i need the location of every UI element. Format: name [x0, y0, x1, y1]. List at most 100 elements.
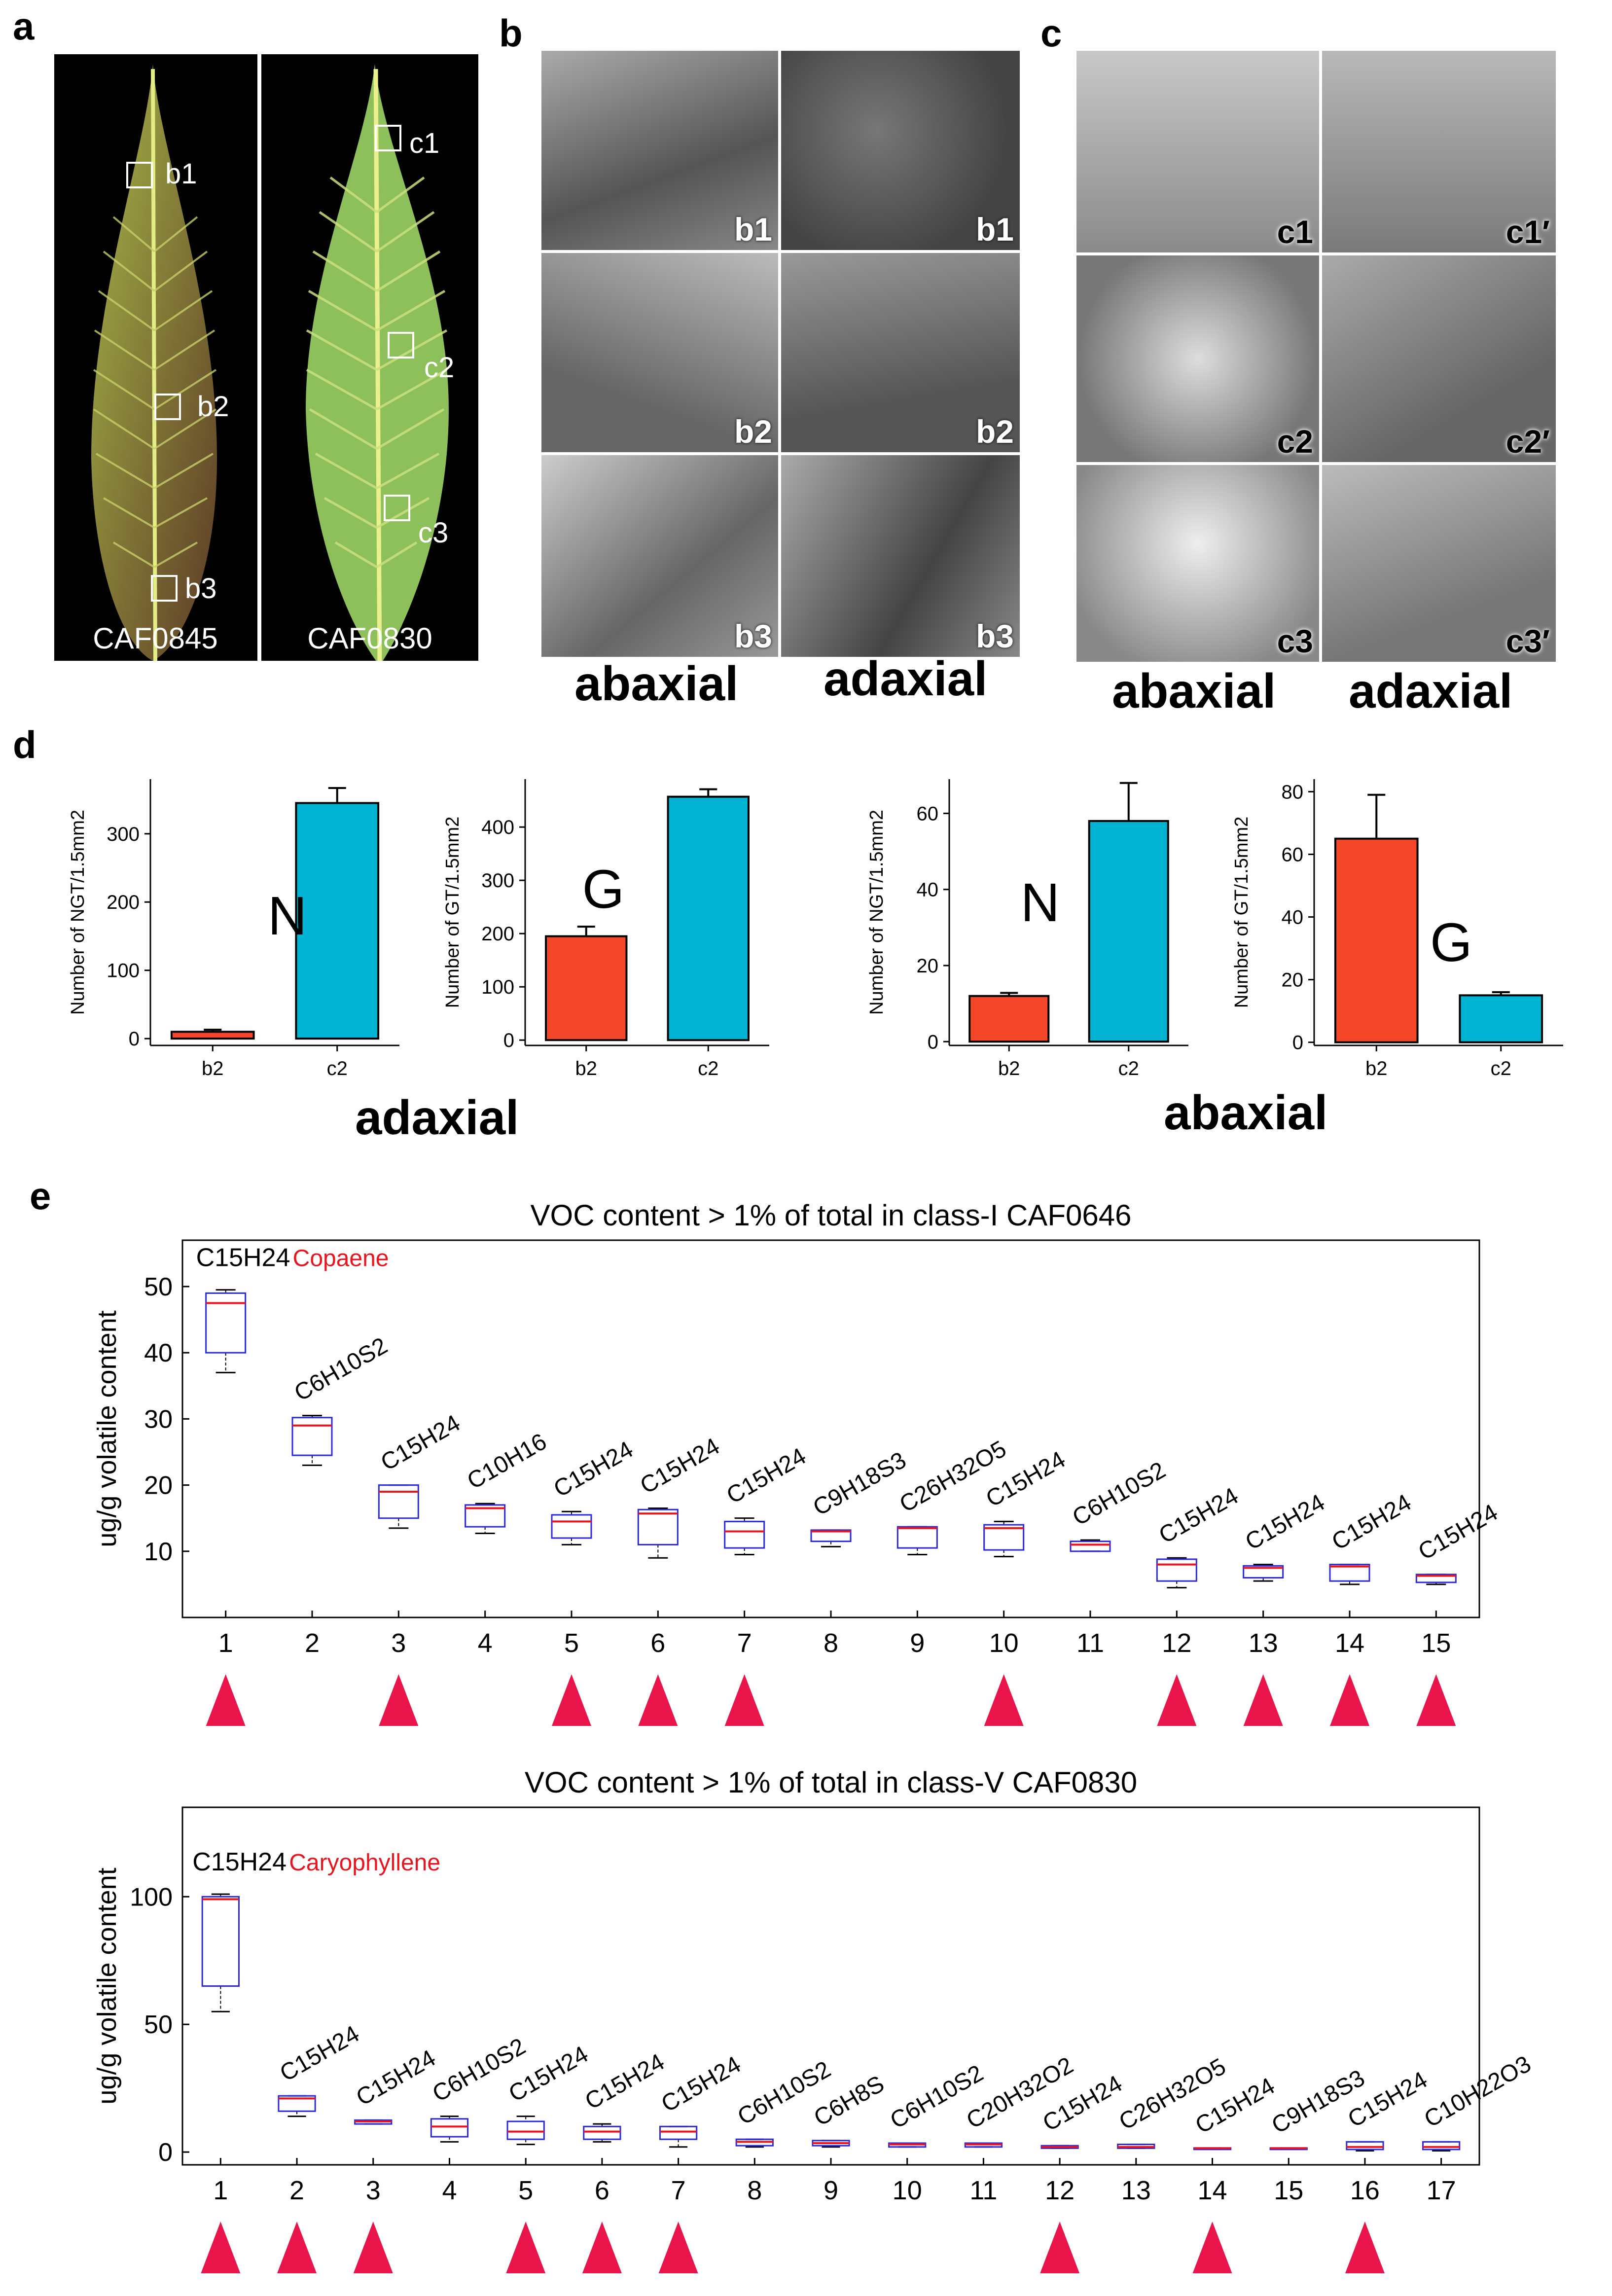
- x-tick-label: 13: [1121, 2176, 1151, 2205]
- sem-b2-abaxial: b2: [540, 251, 780, 454]
- y-tick-label: 0: [1292, 1032, 1303, 1054]
- chart-title: VOC content > 1% of total in class-V CAF…: [525, 1766, 1137, 1799]
- x-tick-label: 5: [518, 2176, 533, 2205]
- x-tick-label: 2: [289, 2176, 304, 2205]
- x-tick-label: 5: [564, 1628, 579, 1658]
- box-item-16: [1346, 2141, 1384, 2152]
- y-axis-label: ug/g volatile content: [92, 1867, 122, 2104]
- x-tick-label: 7: [671, 2176, 686, 2205]
- y-tick-label: 0: [129, 1028, 140, 1050]
- sem-c2-adaxial: c2′: [1321, 254, 1557, 464]
- x-tick-label: 1: [218, 1628, 233, 1658]
- leaf-name-caf0845: CAF0845: [93, 622, 217, 655]
- sem-label: c3′: [1505, 623, 1550, 659]
- box: [724, 1520, 765, 1549]
- sem-label: b1: [734, 211, 772, 248]
- x-tick-label: 14: [1197, 2176, 1227, 2205]
- compound-label: C15H24: [276, 2021, 364, 2087]
- box-item-2: [291, 1415, 333, 1466]
- box-item-15: [1415, 1574, 1457, 1585]
- bar-chart-abaxial-gt: 0 20 40 60 80 Number of GT/1.5mm2 b2 c2 G: [1231, 779, 1563, 1079]
- compound-label: C15H24: [636, 1433, 724, 1499]
- bar-c2: [1459, 994, 1543, 1043]
- marker-triangle-3: [379, 1674, 419, 1726]
- x-tick-label: 4: [478, 1628, 493, 1658]
- sem-label: b2: [975, 413, 1014, 450]
- box: [205, 1292, 247, 1354]
- bar-chart-adaxial-gt: 0 100 200 300 400 Number of GT/1.5mm2 b2 c2 G: [442, 779, 769, 1079]
- box: [583, 2125, 621, 2140]
- leaf-photo-caf0830: c1 c2 c3 CAF0830: [261, 54, 478, 661]
- sem-b1-adaxial: b1: [780, 49, 1021, 251]
- box-item-13: [1243, 1564, 1284, 1582]
- box: [430, 2118, 469, 2138]
- box-item-12: [1040, 2145, 1079, 2149]
- box-item-4: [430, 2116, 469, 2143]
- sem-label: c2: [1277, 423, 1313, 460]
- bar-c2: [1088, 820, 1169, 1043]
- box: [278, 2095, 316, 2112]
- region-box-b1: [126, 162, 153, 188]
- compound-label: C15H24: [1154, 1483, 1243, 1549]
- panel-c-adaxial-label: adaxial: [1349, 664, 1513, 718]
- box: [1329, 1564, 1370, 1582]
- marker-triangle-10: [984, 1674, 1024, 1726]
- y-axis-label: Number of NGT/1.5mm2: [866, 810, 887, 1015]
- marker-triangle-6: [638, 1674, 678, 1726]
- compound-label: C15H24: [1414, 1499, 1502, 1565]
- region-box-c1: [375, 125, 401, 151]
- x-tick-label: 11: [969, 2176, 997, 2205]
- x-tick-label: 15: [1274, 2176, 1303, 2205]
- x-tick-label: 2: [305, 1628, 320, 1658]
- compound-label: C10H16: [463, 1429, 551, 1495]
- leaf-caf0830-illustration: c1 c2 c3 CAF0830: [306, 64, 454, 661]
- plot-frame: [181, 1239, 1480, 1618]
- y-tick-label: 60: [1282, 844, 1304, 865]
- chart-title: VOC content > 1% of total in class-I CAF…: [531, 1199, 1132, 1232]
- x-tick-label-c2: c2: [327, 1058, 348, 1079]
- marker-triangle-14: [1192, 2222, 1232, 2273]
- region-box-b3: [151, 575, 178, 602]
- sem-c3-adaxial: c3′: [1321, 464, 1557, 663]
- leaf-label-c1: c1: [409, 127, 439, 159]
- compound-label: C6H10S2: [1068, 1457, 1170, 1531]
- marker-triangle-15: [1416, 1674, 1456, 1726]
- compound-label: C15H24: [549, 1436, 638, 1503]
- box-item-13: [1117, 2144, 1155, 2149]
- box-item-12: [1156, 1557, 1197, 1589]
- box-plot-class-i-caf0646: VOC content > 1% of total in class-I CAF…: [92, 1199, 1502, 1726]
- sem-c3-abaxial: c3: [1075, 464, 1321, 663]
- box: [465, 1504, 506, 1528]
- leaf-name-caf0830: CAF0830: [307, 622, 432, 655]
- box: [810, 1529, 852, 1543]
- x-tick-label-c2: c2: [1491, 1058, 1511, 1079]
- x-tick-label: 12: [1162, 1628, 1191, 1658]
- box-item-3: [378, 1484, 419, 1529]
- chart-letter: N: [1021, 872, 1060, 933]
- box-item-1: [205, 1289, 247, 1373]
- box-item-7: [659, 2125, 698, 2148]
- box-item-5: [506, 2116, 545, 2146]
- region-box-c2: [388, 332, 414, 359]
- panel-letter-a: a: [13, 4, 35, 48]
- box: [291, 1417, 333, 1456]
- leaf-label-b2: b2: [197, 391, 229, 423]
- box-item-11: [1070, 1539, 1111, 1552]
- bar-c2: [295, 802, 380, 1040]
- bar-chart-abaxial-ngt: 0 20 40 60 Number of NGT/1.5mm2 b2 c2 N: [866, 779, 1188, 1079]
- box-item-17: [1422, 2141, 1461, 2152]
- x-tick-label: 17: [1427, 2176, 1456, 2205]
- y-tick-label: 100: [481, 976, 514, 998]
- x-tick-label: 11: [1076, 1628, 1104, 1658]
- x-tick-label: 9: [824, 2176, 838, 2205]
- y-tick-label: 10: [144, 1538, 173, 1566]
- marker-triangle-12: [1040, 2222, 1080, 2273]
- x-tick-label-c2: c2: [698, 1058, 718, 1079]
- chart-letter: G: [1430, 912, 1472, 973]
- bar-chart-adaxial-ngt: 0 100 200 300 Number of NGT/1.5mm2 b2 c2 N: [68, 779, 399, 1079]
- y-tick-label: 40: [1282, 907, 1304, 929]
- box-item-11: [964, 2142, 1003, 2148]
- compound-label: C6H10S2: [290, 1332, 392, 1406]
- x-tick-label-b2: b2: [575, 1058, 598, 1079]
- leaf-label-c3: c3: [418, 517, 448, 549]
